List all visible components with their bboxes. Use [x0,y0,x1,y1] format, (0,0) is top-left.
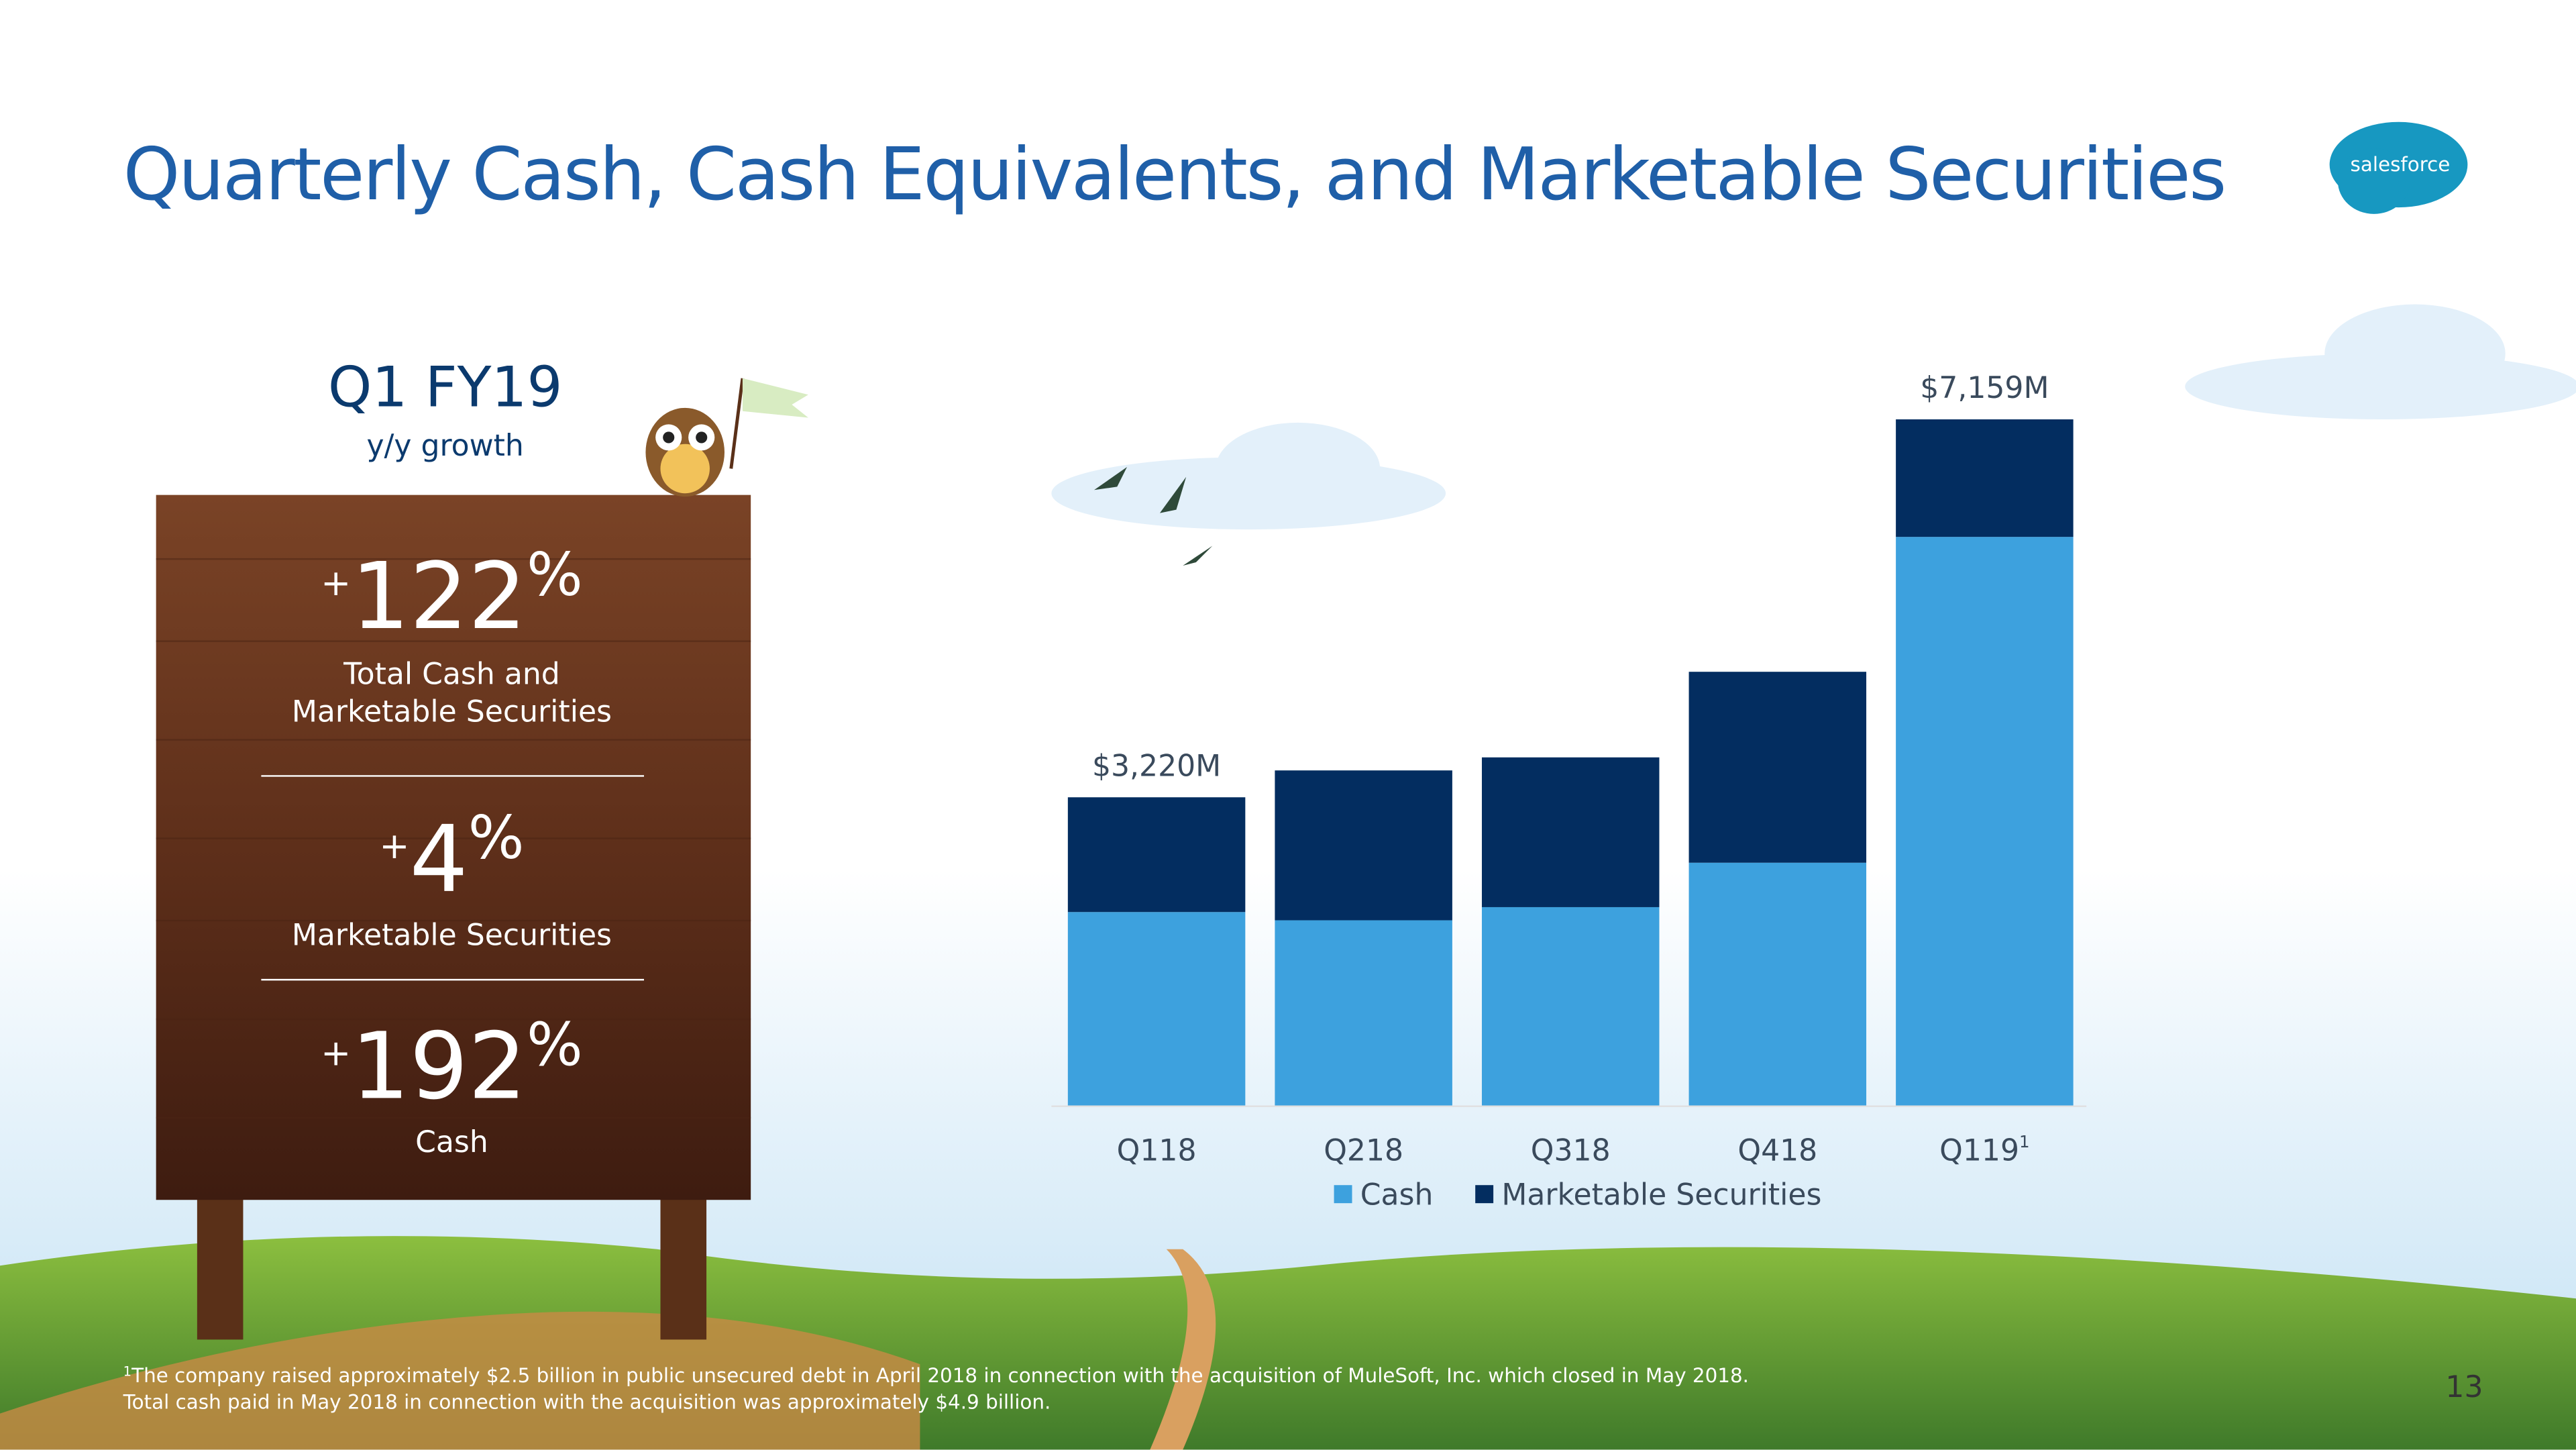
legend-swatch [1475,1185,1494,1204]
stat-caption: Marketable Securities [292,695,612,729]
bar-segment [1481,757,1660,907]
wood-grain [156,558,751,1119]
stat-sign: + [321,562,351,604]
category: Q418 [1737,1133,1817,1168]
category-superscript: 1 [2019,1132,2030,1151]
legend-label: Cash [1360,1178,1434,1212]
sign-post [197,1183,244,1340]
x-tick-label: Q118 [1117,1133,1197,1168]
slide-title: Quarterly Cash, Cash Equivalents, and Ma… [123,133,2225,217]
category: Q218 [1324,1133,1403,1168]
bar-segment [1275,920,1452,1106]
bar-segment [1896,419,2074,537]
x-tick-label: Q418 [1737,1133,1817,1168]
bar-segment [1896,537,2074,1106]
stat-sign: + [379,825,409,867]
path [0,1311,920,1450]
category: Q318 [1531,1133,1611,1168]
footnote: Total cash paid in May 2018 in connectio… [123,1390,1051,1413]
stat-unit: % [527,1010,583,1079]
total-label: $3,220M [1092,749,1221,783]
stat-value: +192% [321,1010,583,1120]
stat-caption: Marketable Securities [292,919,612,953]
road [1150,1249,1216,1450]
legend-label: Marketable Securities [1501,1178,1821,1212]
total-label: $7,159M [1920,371,2049,405]
panel-subheading: y/y growth [366,429,523,463]
bar-segment [1688,862,1867,1106]
bar-segment [1688,672,1867,863]
bar-segment [1067,912,1246,1106]
footnote: 1The company raised approximately $2.5 b… [123,1363,1749,1387]
logo-text: salesforce [2351,153,2451,176]
clouds [1051,304,2576,530]
bar-segment [1275,770,1452,921]
bar-segment [1481,907,1660,1106]
footnote-text: The company raised approximately $2.5 bi… [131,1364,1749,1387]
birds [1094,467,1213,566]
stat-caption: Total Cash and [343,657,560,691]
panel-heading: Q1 FY19 [328,354,563,419]
stat-number: 4 [410,807,468,913]
stat-caption: Cash [415,1125,488,1159]
logo: salesforce [2329,121,2468,214]
page-number: 13 [2445,1370,2483,1404]
category: Q119 [1939,1133,2019,1168]
stat-number: 192 [351,1013,527,1120]
stat-unit: % [527,540,583,609]
stat-number: 122 [351,543,527,650]
sign-board [156,495,751,1200]
bar-segment [1067,797,1246,913]
x-tick-label: Q218 [1324,1133,1403,1168]
stat-value: +4% [379,803,524,913]
footnote-text: Total cash paid in May 2018 in connectio… [123,1390,1051,1413]
footnote-marker: 1 [123,1363,131,1379]
legend-swatch [1334,1185,1352,1204]
category: Q118 [1117,1133,1197,1168]
x-tick-label: Q1191 [1939,1132,2029,1168]
x-tick-label: Q318 [1531,1133,1611,1168]
sign-post [660,1183,707,1340]
stat-unit: % [468,803,525,872]
owl-mascot [645,378,808,497]
stat-sign: + [321,1031,351,1074]
stat-value: +122% [321,540,583,650]
